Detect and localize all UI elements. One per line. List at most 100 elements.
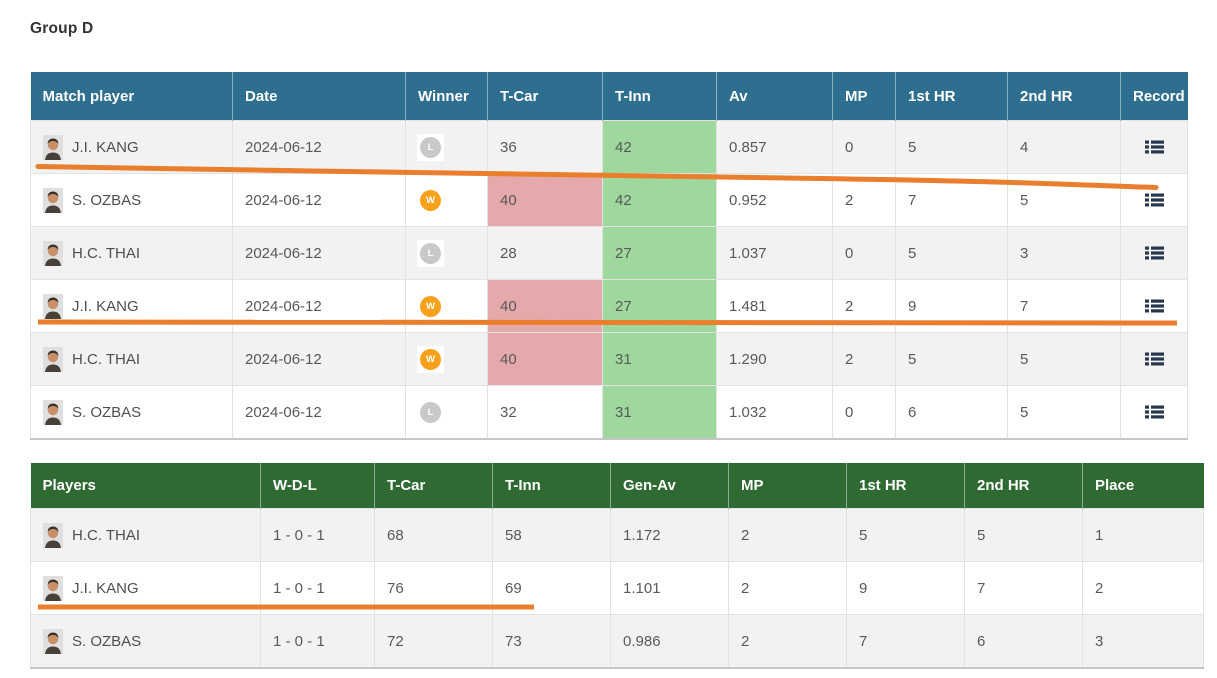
place-cell: 3 xyxy=(1082,614,1204,669)
standing-player-cell: S. OZBAS xyxy=(30,614,261,669)
record-button[interactable] xyxy=(1139,189,1170,211)
t-inn-cell: 27 xyxy=(602,279,717,333)
match-row: S. OZBAS 2024-06-12 L 32 31 1.032 0 6 5 xyxy=(30,385,1188,440)
gen-av-cell: 1.172 xyxy=(610,508,729,562)
wdl-cell: 1 - 0 - 1 xyxy=(260,614,375,669)
match-player-cell: S. OZBAS xyxy=(30,385,233,440)
match-date-cell: 2024-06-12 xyxy=(232,332,406,386)
match-date-cell: 2024-06-12 xyxy=(232,279,406,333)
t-inn-cell: 58 xyxy=(492,508,611,562)
standings-table-body: H.C. THAI 1 - 0 - 1 68 58 1.172 2 5 5 1 J.I. KANG… xyxy=(30,508,1204,669)
first-hr-cell: 5 xyxy=(846,508,965,562)
winner-cell: L xyxy=(405,226,488,280)
record-cell xyxy=(1120,120,1188,174)
av-cell: 0.952 xyxy=(716,173,833,227)
av-cell: 0.857 xyxy=(716,120,833,174)
standing-player-cell: J.I. KANG xyxy=(30,561,261,615)
record-button[interactable] xyxy=(1139,401,1170,423)
player-avatar-icon xyxy=(43,522,63,548)
mp-cell: 2 xyxy=(728,508,847,562)
standings-col-header-4: Gen-Av xyxy=(610,463,729,509)
match-row: J.I. KANG 2024-06-12 L 36 42 0.857 0 5 4 xyxy=(30,120,1188,174)
record-button[interactable] xyxy=(1139,242,1170,264)
standings-col-header-1: W-D-L xyxy=(260,463,375,509)
standings-table: Players W-D-L T-Car T-Inn Gen-Av MP 1st HR 2nd … xyxy=(30,463,1204,669)
second-hr-cell: 5 xyxy=(1007,173,1121,227)
second-hr-cell: 5 xyxy=(964,508,1083,562)
mp-cell: 0 xyxy=(832,226,896,280)
winner-badge-box: W xyxy=(417,292,444,320)
record-list-icon xyxy=(1144,405,1164,419)
record-cell xyxy=(1120,332,1188,386)
t-inn-cell: 42 xyxy=(602,120,717,174)
second-hr-cell: 5 xyxy=(1007,332,1121,386)
match-date-cell: 2024-06-12 xyxy=(232,120,406,174)
standings-header-row: Players W-D-L T-Car T-Inn Gen-Av MP 1st HR 2nd … xyxy=(30,463,1204,509)
winner-badge: W xyxy=(420,295,441,317)
record-list-icon xyxy=(1144,193,1164,207)
mp-cell: 2 xyxy=(728,561,847,615)
matches-col-header-8: 2nd HR xyxy=(1007,72,1121,121)
first-hr-cell: 9 xyxy=(895,279,1008,333)
winner-cell: W xyxy=(405,279,488,333)
record-list-icon xyxy=(1144,140,1164,154)
matches-col-header-1: Date xyxy=(232,72,406,121)
record-cell xyxy=(1120,279,1188,333)
match-row: H.C. THAI 2024-06-12 L 28 27 1.037 0 5 3 xyxy=(30,226,1188,280)
match-date-cell: 2024-06-12 xyxy=(232,226,406,280)
match-date-cell: 2024-06-12 xyxy=(232,173,406,227)
second-hr-cell: 5 xyxy=(1007,385,1121,440)
winner-badge: W xyxy=(420,189,441,211)
first-hr-cell: 6 xyxy=(895,385,1008,440)
winner-badge-box: W xyxy=(417,186,444,214)
matches-table-body: J.I. KANG 2024-06-12 L 36 42 0.857 0 5 4 S. OZBAS… xyxy=(30,120,1188,440)
player-name: H.C. THAI xyxy=(72,244,141,262)
player-name: J.I. KANG xyxy=(72,297,139,315)
matches-col-header-4: T-Inn xyxy=(602,72,717,121)
matches-col-header-3: T-Car xyxy=(487,72,603,121)
second-hr-cell: 3 xyxy=(1007,226,1121,280)
match-player-cell: H.C. THAI xyxy=(30,332,233,386)
match-player-cell: J.I. KANG xyxy=(30,279,233,333)
player-name: H.C. THAI xyxy=(72,526,141,544)
matches-table: Match player Date Winner T-Car T-Inn Av MP 1st … xyxy=(30,72,1188,440)
winner-badge: W xyxy=(420,348,441,370)
record-cell xyxy=(1120,226,1188,280)
record-cell xyxy=(1120,173,1188,227)
match-row: J.I. KANG 2024-06-12 W 40 27 1.481 2 9 7 xyxy=(30,279,1188,333)
record-button[interactable] xyxy=(1139,348,1170,370)
match-row: H.C. THAI 2024-06-12 W 40 31 1.290 2 5 5 xyxy=(30,332,1188,386)
first-hr-cell: 5 xyxy=(895,332,1008,386)
record-button[interactable] xyxy=(1139,295,1170,317)
winner-badge-box: W xyxy=(417,345,444,373)
winner-badge-box: L xyxy=(417,398,444,426)
matches-header-row: Match player Date Winner T-Car T-Inn Av MP 1st … xyxy=(30,72,1188,121)
standings-table-header: Players W-D-L T-Car T-Inn Gen-Av MP 1st HR 2nd … xyxy=(30,463,1204,509)
t-car-cell: 40 xyxy=(487,173,603,227)
gen-av-cell: 0.986 xyxy=(610,614,729,669)
winner-badge-box: L xyxy=(417,239,444,267)
record-cell xyxy=(1120,385,1188,440)
place-cell: 2 xyxy=(1082,561,1204,615)
t-inn-cell: 31 xyxy=(602,385,717,440)
t-car-cell: 28 xyxy=(487,226,603,280)
mp-cell: 2 xyxy=(728,614,847,669)
standing-row: H.C. THAI 1 - 0 - 1 68 58 1.172 2 5 5 1 xyxy=(30,508,1204,562)
record-button[interactable] xyxy=(1139,136,1170,158)
t-inn-cell: 27 xyxy=(602,226,717,280)
player-avatar-icon xyxy=(43,293,63,319)
wdl-cell: 1 - 0 - 1 xyxy=(260,508,375,562)
mp-cell: 0 xyxy=(832,120,896,174)
mp-cell: 2 xyxy=(832,332,896,386)
winner-badge: L xyxy=(420,136,441,158)
matches-col-header-6: MP xyxy=(832,72,896,121)
winner-cell: W xyxy=(405,332,488,386)
first-hr-cell: 7 xyxy=(895,173,1008,227)
player-name: J.I. KANG xyxy=(72,579,139,597)
match-player-cell: H.C. THAI xyxy=(30,226,233,280)
place-cell: 1 xyxy=(1082,508,1204,562)
player-avatar-icon xyxy=(43,399,63,425)
standings-col-header-3: T-Inn xyxy=(492,463,611,509)
av-cell: 1.037 xyxy=(716,226,833,280)
